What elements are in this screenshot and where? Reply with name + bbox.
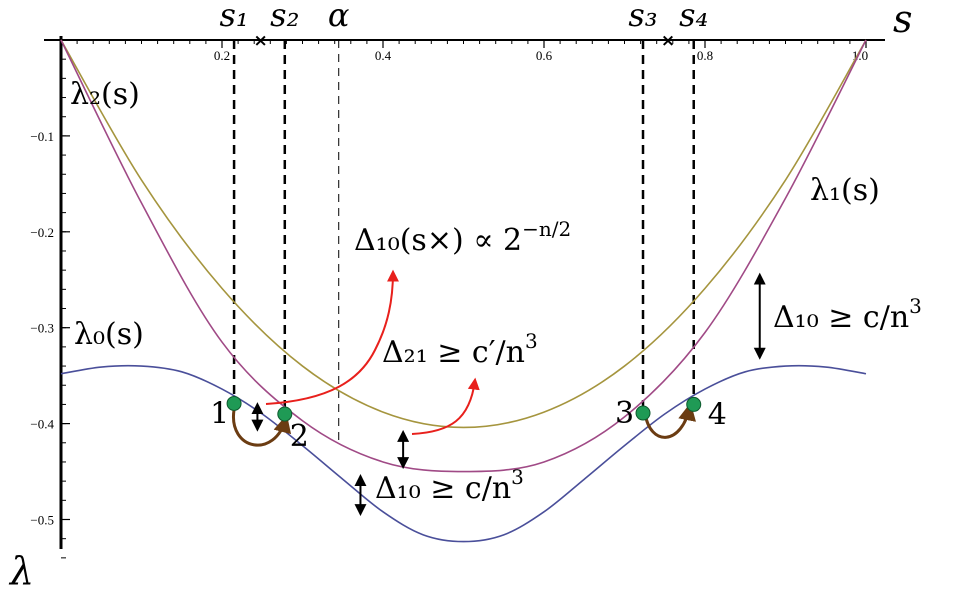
delta10-right-exp: 3 xyxy=(909,294,922,318)
x-tick-label: 0.8 xyxy=(697,48,713,63)
vertical-guide-labels: s₁ s₂ α s₃ s₄ xyxy=(219,0,708,34)
x-tick-label: 0.2 xyxy=(214,48,230,63)
x-tick-label: 0.4 xyxy=(375,48,392,63)
vertical-guide-label: s₃ xyxy=(628,0,657,34)
x-axis-label: s xyxy=(893,0,913,41)
point-label: 3 xyxy=(615,396,634,431)
point-marker xyxy=(635,405,651,421)
delta10-cross-exp: −n/2 xyxy=(522,217,571,241)
crossing-markers: × × xyxy=(254,31,676,51)
y-tick-label: −0.2 xyxy=(30,225,54,240)
point-label: 2 xyxy=(290,419,309,454)
crossing-marker: × xyxy=(254,31,268,51)
delta10-bottom-exp: 3 xyxy=(511,465,524,489)
lambda1-curve xyxy=(60,39,867,473)
delta10-bottom-label: Δ₁₀ ≥ c/n3 xyxy=(375,465,524,506)
point-label: 4 xyxy=(708,397,727,432)
point-marker xyxy=(686,396,702,412)
x-tick-label: 0.6 xyxy=(536,48,553,63)
y-tick-label: −0.3 xyxy=(30,321,54,336)
delta21-label: Δ₂₁ ≥ c′/n3 xyxy=(382,329,538,370)
red-arrows xyxy=(265,269,480,435)
lambda2-label: λ₂(s) xyxy=(70,77,140,112)
point-marker xyxy=(226,395,242,411)
vertical-guide-label: α xyxy=(328,0,350,34)
points xyxy=(226,395,702,422)
lambda0-curve xyxy=(60,364,867,543)
transition-arrow-1-2 xyxy=(232,409,292,447)
lambda1-label: λ₁(s) xyxy=(810,173,880,208)
vertical-guide-label: s₁ xyxy=(219,0,248,34)
delta10-cross-main: Δ₁₀(s×) ∝ 2 xyxy=(354,223,522,258)
point-label: 1 xyxy=(210,396,229,431)
transition-arrows xyxy=(232,402,696,447)
point-labels: 1 2 3 4 xyxy=(210,396,727,454)
y-tick-label: −0.4 xyxy=(30,417,54,432)
y-ticks: −0.1 −0.2 −0.3 −0.4 −0.5 xyxy=(30,129,70,528)
vertical-guides xyxy=(232,40,695,443)
delta10-right-label: Δ₁₀ ≥ c/n3 xyxy=(773,294,922,335)
y-axis-label: λ xyxy=(8,549,34,589)
annotations: λ₂(s) λ₁(s) λ₀(s) Δ₁₀(s×) ∝ 2−n/2 Δ₂₁ ≥ … xyxy=(70,77,922,506)
series xyxy=(60,39,867,543)
delta21-exp: 3 xyxy=(525,329,538,353)
delta21-main: Δ₂₁ ≥ c′/n xyxy=(382,335,525,370)
point-marker xyxy=(277,406,293,422)
vertical-guide-label: s₂ xyxy=(270,0,299,34)
y-tick-label: −0.5 xyxy=(30,513,54,528)
delta10-bottom-main: Δ₁₀ ≥ c/n xyxy=(375,471,511,506)
lambda2-curve xyxy=(60,39,867,429)
delta10-cross-label: Δ₁₀(s×) ∝ 2−n/2 xyxy=(354,217,571,258)
axes xyxy=(44,36,885,549)
gap-arrows xyxy=(251,272,766,517)
delta10-right-main: Δ₁₀ ≥ c/n xyxy=(773,300,909,335)
red-arrow-crossing xyxy=(265,269,399,405)
lambda0-label: λ₀(s) xyxy=(74,317,144,352)
vertical-guide-label: s₄ xyxy=(679,0,708,34)
crossing-marker: × xyxy=(661,31,675,51)
x-ticks: 0.2 0.4 0.6 0.8 1.0 xyxy=(214,40,868,63)
transition-arrow-3-4 xyxy=(643,402,696,439)
y-tick-label: −0.1 xyxy=(30,129,54,144)
red-arrow-delta21 xyxy=(411,377,480,435)
